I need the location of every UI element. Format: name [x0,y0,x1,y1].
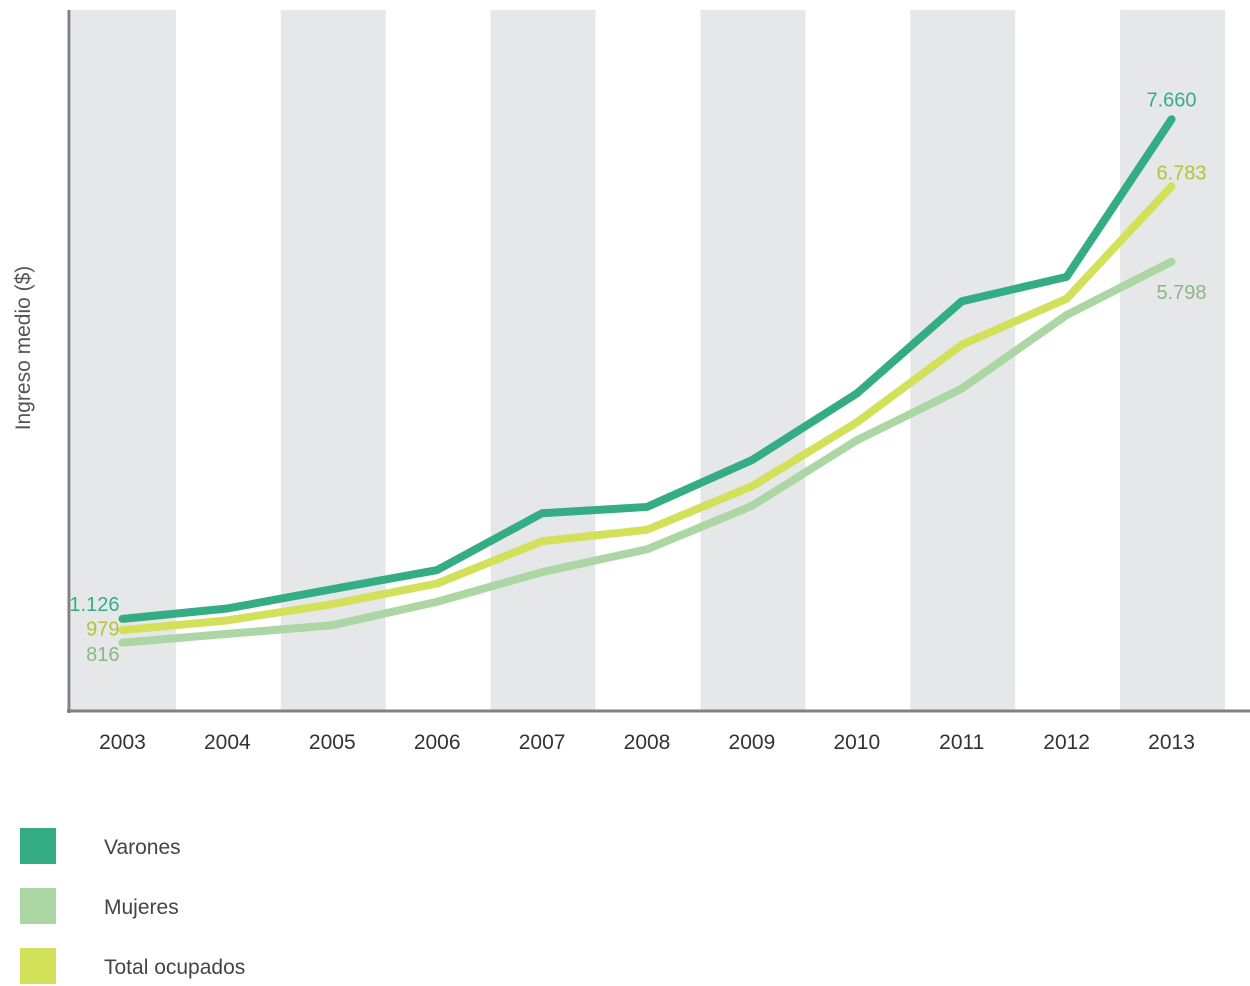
legend-label-varones: Varones [104,836,181,859]
legend-swatch-varones [20,828,56,864]
x-tick-label-2004: 2004 [204,731,251,754]
legend-label-mujeres: Mujeres [104,896,179,919]
x-tick-label-2011: 2011 [939,731,984,754]
legend: Varones Mujeres Total ocupados [20,828,245,984]
x-tick-label-2013: 2013 [1148,731,1195,754]
column-shade-2003 [71,10,176,711]
data-label-total-ocupados-2013: 6.783 [1157,163,1207,185]
series-lines [118,115,1176,647]
x-tick-label-2007: 2007 [519,731,566,754]
column-shade-2007 [490,10,596,711]
data-label-varones-2003: 1.126 [69,594,119,616]
column-shading [71,10,1225,711]
x-tick-labels: 2003 2004 2005 2006 2007 2008 2009 2010 2011 2012… [99,731,1195,754]
x-tick-label-2006: 2006 [414,731,461,754]
column-shade-2009 [700,10,806,711]
x-tick-label-2010: 2010 [833,731,880,754]
legend-label-total-ocupados: Total ocupados [104,956,245,979]
legend-swatch-total-ocupados [20,948,56,984]
data-label-varones-2013: 7.660 [1147,90,1197,112]
x-tick-label-2005: 2005 [309,731,356,754]
x-tick-label-2003: 2003 [99,731,146,754]
x-tick-label-2012: 2012 [1043,731,1090,754]
data-label-mujeres-2003: 816 [86,644,119,666]
column-shade-2013 [1120,10,1225,711]
data-label-mujeres-2013: 5.798 [1157,282,1207,304]
x-tick-label-2009: 2009 [729,731,776,754]
data-label-total-ocupados-2003: 979 [86,618,119,640]
data-labels: 1.126 7.660 816 5.798 979 6.783 [69,90,1206,666]
axes [67,10,1250,713]
x-tick-label-2008: 2008 [624,731,671,754]
y-axis-label: Ingreso medio ($) [12,266,35,431]
legend-swatch-mujeres [20,888,56,924]
